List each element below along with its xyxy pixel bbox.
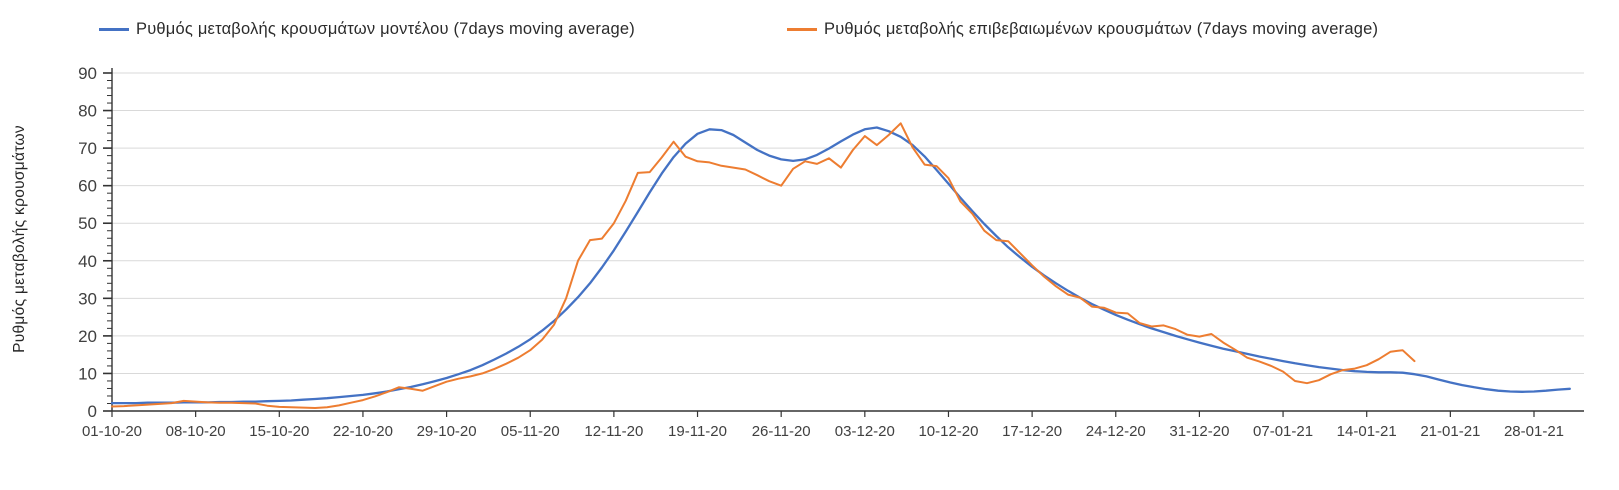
svg-text:24-12-20: 24-12-20 [1086,423,1146,440]
svg-text:22-10-20: 22-10-20 [333,423,393,440]
svg-text:19-11-20: 19-11-20 [668,423,727,440]
svg-text:90: 90 [78,64,97,83]
svg-text:0: 0 [88,402,97,421]
legend-line-marker-confirmed [787,28,817,31]
svg-text:28-01-21: 28-01-21 [1504,423,1564,440]
legend-label-confirmed: Ρυθμός μεταβολής επιβεβαιωμένων κρουσμάτ… [824,20,1379,38]
svg-text:08-10-20: 08-10-20 [166,423,226,440]
legend-label-model: Ρυθμός μεταβολής κρουσμάτων μοντέλου (7d… [136,20,635,38]
legend-item-model: Ρυθμός μεταβολής κρουσμάτων μοντέλου (7d… [99,20,635,39]
svg-text:07-01-21: 07-01-21 [1253,423,1313,440]
svg-text:10: 10 [78,364,97,383]
svg-text:12-11-20: 12-11-20 [584,423,643,440]
svg-text:60: 60 [78,177,97,196]
svg-text:03-12-20: 03-12-20 [835,423,895,440]
svg-text:30: 30 [78,289,97,308]
svg-text:01-10-20: 01-10-20 [82,423,142,440]
svg-text:21-01-21: 21-01-21 [1420,423,1480,440]
svg-text:29-10-20: 29-10-20 [417,423,477,440]
svg-text:31-12-20: 31-12-20 [1169,423,1229,440]
svg-text:15-10-20: 15-10-20 [249,423,309,440]
svg-text:20: 20 [78,327,97,346]
svg-text:40: 40 [78,252,97,271]
legend-line-marker-model [99,28,129,31]
svg-text:14-01-21: 14-01-21 [1337,423,1397,440]
legend-item-confirmed: Ρυθμός μεταβολής επιβεβαιωμένων κρουσμάτ… [787,20,1378,39]
svg-text:17-12-20: 17-12-20 [1002,423,1062,440]
svg-text:26-11-20: 26-11-20 [752,423,811,440]
svg-text:70: 70 [78,139,97,158]
svg-text:10-12-20: 10-12-20 [918,423,978,440]
svg-text:50: 50 [78,214,97,233]
svg-text:80: 80 [78,102,97,121]
svg-text:05-11-20: 05-11-20 [501,423,560,440]
